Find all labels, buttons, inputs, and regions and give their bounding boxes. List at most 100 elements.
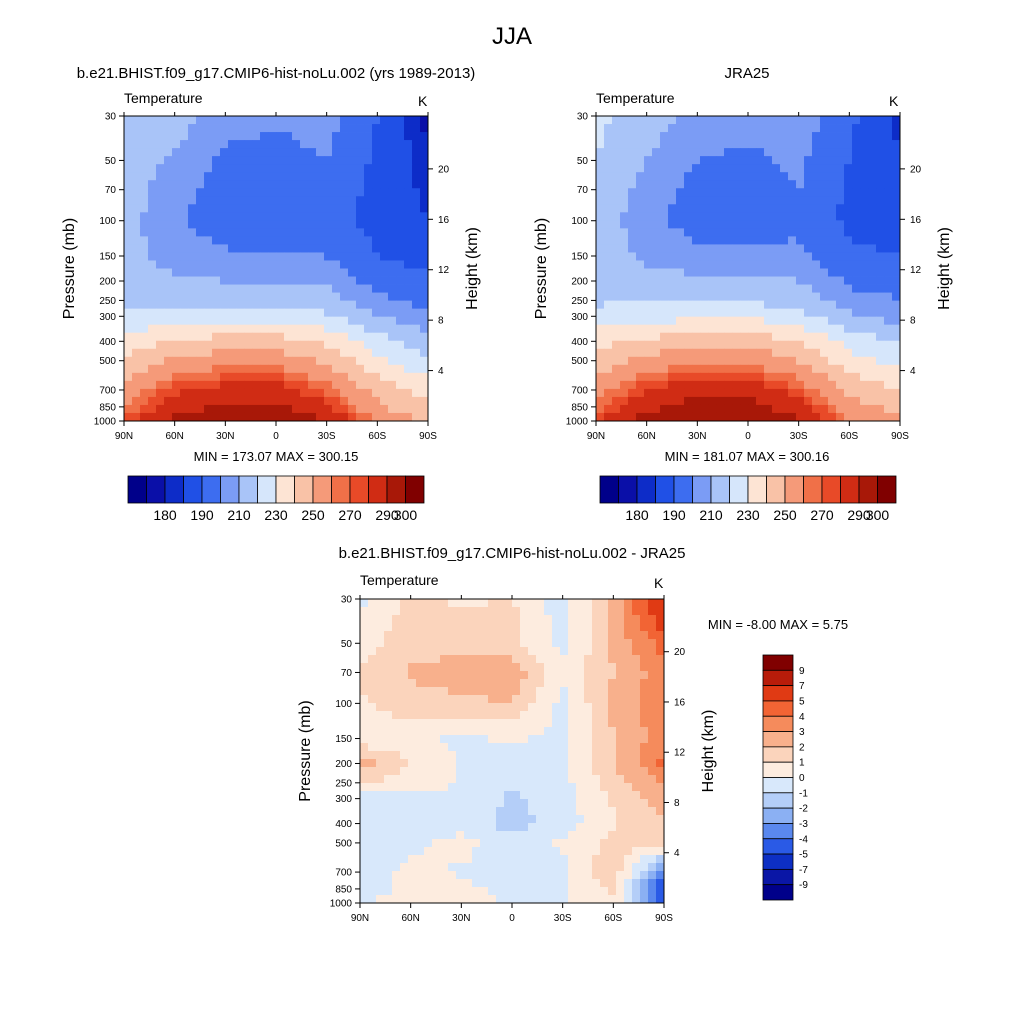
field-cell: [392, 719, 401, 728]
field-cell: [140, 356, 149, 366]
field-cell: [360, 727, 369, 736]
field-cell: [612, 316, 621, 326]
field-cell: [592, 663, 601, 672]
field-cell: [440, 727, 449, 736]
field-cell: [732, 276, 741, 285]
field-cell: [692, 380, 701, 390]
field-cell: [716, 332, 725, 342]
field-cell: [412, 332, 421, 342]
field-cell: [528, 727, 537, 736]
field-cell: [316, 132, 325, 141]
field-cell: [852, 388, 861, 398]
field-cell: [568, 767, 577, 776]
field-cell: [188, 140, 197, 149]
field-cell: [360, 783, 369, 792]
field-cell: [156, 252, 165, 261]
field-cell: [820, 340, 829, 350]
field-cell: [584, 879, 593, 888]
field-cell: [204, 244, 213, 253]
field-cell: [632, 751, 641, 760]
x-tick-label: 30N: [688, 431, 706, 442]
field-cell: [684, 292, 693, 302]
field-cell: [372, 268, 381, 277]
field-cell: [708, 148, 717, 157]
field-cell: [852, 220, 861, 229]
panel-diff-axes: 305070100150200250300400500700850100090N…: [297, 595, 717, 925]
field-cell: [132, 220, 141, 229]
field-cell: [388, 292, 397, 302]
field-cell: [852, 252, 861, 261]
field-cell: [660, 220, 669, 229]
field-cell: [656, 839, 665, 848]
field-cell: [536, 855, 545, 864]
field-cell: [456, 719, 465, 728]
field-cell: [700, 412, 709, 422]
field-cell: [656, 759, 665, 768]
field-cell: [584, 687, 593, 696]
field-cell: [292, 228, 301, 237]
field-cell: [648, 847, 657, 856]
field-cell: [844, 324, 853, 334]
field-cell: [236, 164, 245, 173]
field-cell: [252, 412, 261, 422]
field-cell: [748, 124, 757, 133]
field-cell: [528, 759, 537, 768]
field-cell: [608, 783, 617, 792]
x-tick-label: 90S: [655, 913, 673, 924]
field-cell: [660, 412, 669, 422]
field-cell: [376, 735, 385, 744]
field-cell: [772, 292, 781, 302]
field-cell: [424, 679, 433, 688]
field-cell: [876, 132, 885, 141]
field-cell: [124, 244, 133, 253]
field-cell: [892, 204, 901, 213]
field-cell: [764, 412, 773, 422]
field-cell: [504, 711, 513, 720]
colorbar-label: -7: [799, 865, 808, 876]
field-cell: [820, 180, 829, 189]
field-cell: [212, 316, 221, 326]
field-cell: [684, 356, 693, 366]
field-cell: [204, 356, 213, 366]
field-cell: [448, 799, 457, 808]
field-cell: [552, 647, 561, 656]
field-cell: [480, 751, 489, 760]
field-cell: [172, 180, 181, 189]
field-cell: [488, 655, 497, 664]
field-cell: [600, 791, 609, 800]
field-cell: [252, 292, 261, 302]
field-cell: [584, 663, 593, 672]
field-cell: [652, 380, 661, 390]
field-cell: [708, 180, 717, 189]
field-cell: [612, 268, 621, 277]
field-cell: [388, 164, 397, 173]
field-cell: [612, 388, 621, 398]
field-cell: [148, 212, 157, 221]
field-cell: [604, 356, 613, 366]
field-cell: [164, 140, 173, 149]
field-cell: [464, 831, 473, 840]
field-cell: [448, 887, 457, 896]
field-cell: [148, 164, 157, 173]
field-cell: [884, 220, 893, 229]
field-cell: [220, 116, 229, 125]
field-cell: [432, 775, 441, 784]
field-cell: [520, 879, 529, 888]
field-cell: [416, 663, 425, 672]
field-cell: [148, 132, 157, 141]
field-cell: [504, 639, 513, 648]
field-cell: [356, 284, 365, 293]
field-cell: [412, 236, 421, 245]
field-cell: [400, 735, 409, 744]
field-cell: [732, 356, 741, 366]
field-cell: [868, 252, 877, 261]
field-cell: [276, 324, 285, 334]
field-cell: [740, 204, 749, 213]
field-cell: [560, 879, 569, 888]
field-cell: [432, 695, 441, 704]
field-cell: [412, 124, 421, 133]
field-cell: [636, 340, 645, 350]
field-cell: [132, 380, 141, 390]
field-cell: [764, 124, 773, 133]
field-cell: [420, 404, 429, 414]
